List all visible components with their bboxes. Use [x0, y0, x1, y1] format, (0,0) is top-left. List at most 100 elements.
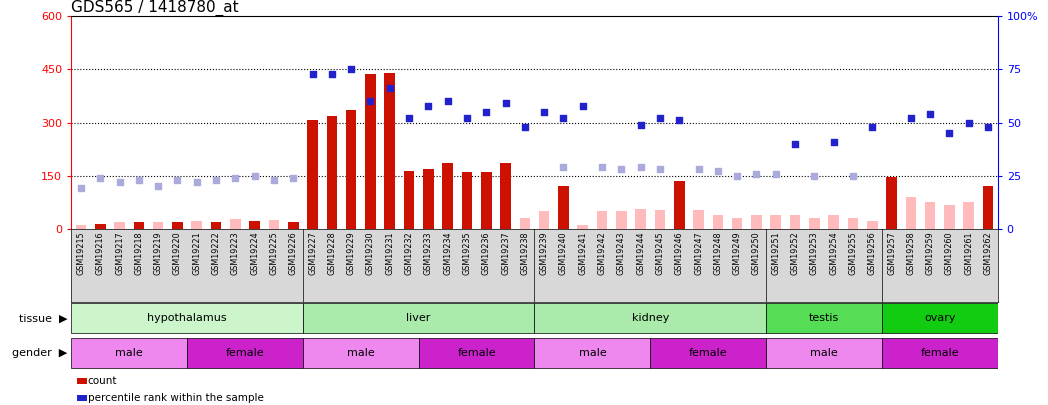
- Text: GSM19261: GSM19261: [964, 232, 974, 275]
- Point: [555, 115, 572, 122]
- Bar: [303, 338, 418, 368]
- Bar: [423, 169, 434, 229]
- Text: GDS565 / 1418780_at: GDS565 / 1418780_at: [71, 0, 239, 16]
- Point: [652, 115, 669, 122]
- Point: [536, 109, 552, 115]
- Text: ovary: ovary: [924, 313, 956, 323]
- Text: GSM19243: GSM19243: [617, 232, 626, 275]
- Point: [285, 175, 302, 181]
- Text: GSM19236: GSM19236: [482, 232, 490, 275]
- Point: [72, 185, 89, 192]
- Bar: [534, 338, 650, 368]
- Point: [517, 124, 533, 130]
- Text: GSM19262: GSM19262: [983, 232, 992, 275]
- Bar: [770, 215, 781, 229]
- Bar: [905, 197, 916, 229]
- Point: [652, 166, 669, 173]
- Bar: [983, 186, 994, 229]
- Point: [709, 168, 726, 175]
- Point: [111, 179, 128, 185]
- Text: GSM19224: GSM19224: [250, 232, 259, 275]
- Bar: [327, 116, 337, 229]
- Bar: [172, 222, 182, 229]
- Bar: [114, 222, 125, 229]
- Text: GSM19258: GSM19258: [907, 232, 915, 275]
- Point: [980, 124, 997, 130]
- Text: GSM19235: GSM19235: [462, 232, 472, 275]
- Bar: [442, 163, 453, 229]
- Point: [381, 85, 398, 92]
- Text: GSM19259: GSM19259: [925, 232, 935, 275]
- Point: [439, 98, 456, 104]
- Point: [671, 117, 687, 124]
- Text: GSM19218: GSM19218: [134, 232, 144, 275]
- Text: female: female: [689, 348, 727, 358]
- Point: [787, 141, 804, 147]
- Point: [478, 109, 495, 115]
- Text: count: count: [88, 376, 117, 386]
- Bar: [403, 171, 414, 229]
- Point: [227, 175, 244, 181]
- Bar: [75, 225, 86, 229]
- Point: [304, 70, 321, 77]
- Bar: [288, 222, 299, 229]
- Text: GSM19239: GSM19239: [540, 232, 549, 275]
- Bar: [365, 74, 376, 229]
- Bar: [713, 215, 723, 229]
- Point: [324, 70, 341, 77]
- Point: [960, 119, 977, 126]
- Point: [941, 130, 958, 136]
- Bar: [693, 211, 704, 229]
- Text: GSM19256: GSM19256: [868, 232, 877, 275]
- Bar: [534, 303, 766, 333]
- Point: [343, 66, 359, 72]
- Bar: [346, 110, 356, 229]
- Point: [150, 183, 167, 190]
- Bar: [71, 338, 187, 368]
- Bar: [924, 202, 936, 229]
- Point: [806, 173, 823, 179]
- Text: female: female: [225, 348, 264, 358]
- Text: male: male: [115, 348, 143, 358]
- Bar: [766, 338, 881, 368]
- Text: GSM19246: GSM19246: [675, 232, 683, 275]
- Text: GSM19242: GSM19242: [597, 232, 607, 275]
- Text: GSM19251: GSM19251: [771, 232, 781, 275]
- Point: [189, 179, 205, 185]
- Bar: [616, 211, 627, 229]
- Point: [864, 124, 880, 130]
- Point: [246, 173, 263, 179]
- Text: GSM19245: GSM19245: [655, 232, 664, 275]
- Text: GSM19222: GSM19222: [212, 232, 220, 275]
- Bar: [809, 218, 820, 229]
- Text: GSM19240: GSM19240: [559, 232, 568, 275]
- Bar: [307, 120, 318, 229]
- Bar: [187, 338, 303, 368]
- Point: [92, 175, 109, 181]
- Bar: [230, 219, 241, 229]
- Text: testis: testis: [809, 313, 839, 323]
- Bar: [881, 303, 998, 333]
- Text: GSM19231: GSM19231: [386, 232, 394, 275]
- Bar: [559, 186, 569, 229]
- Point: [265, 177, 282, 183]
- Bar: [650, 338, 766, 368]
- Text: GSM19229: GSM19229: [347, 232, 355, 275]
- Point: [767, 170, 784, 177]
- Point: [362, 98, 378, 104]
- Text: GSM19215: GSM19215: [77, 232, 86, 275]
- Text: GSM19241: GSM19241: [578, 232, 587, 275]
- Text: GSM19237: GSM19237: [501, 232, 510, 275]
- Bar: [481, 172, 492, 229]
- Bar: [520, 218, 530, 229]
- Text: GSM19244: GSM19244: [636, 232, 646, 275]
- Bar: [539, 211, 549, 229]
- Point: [728, 173, 745, 179]
- Text: hypothalamus: hypothalamus: [148, 313, 226, 323]
- Text: GSM19230: GSM19230: [366, 232, 375, 275]
- Text: GSM19238: GSM19238: [520, 232, 529, 275]
- Text: GSM19234: GSM19234: [443, 232, 452, 275]
- Bar: [963, 202, 974, 229]
- Text: male: male: [347, 348, 374, 358]
- Text: GSM19247: GSM19247: [694, 232, 703, 275]
